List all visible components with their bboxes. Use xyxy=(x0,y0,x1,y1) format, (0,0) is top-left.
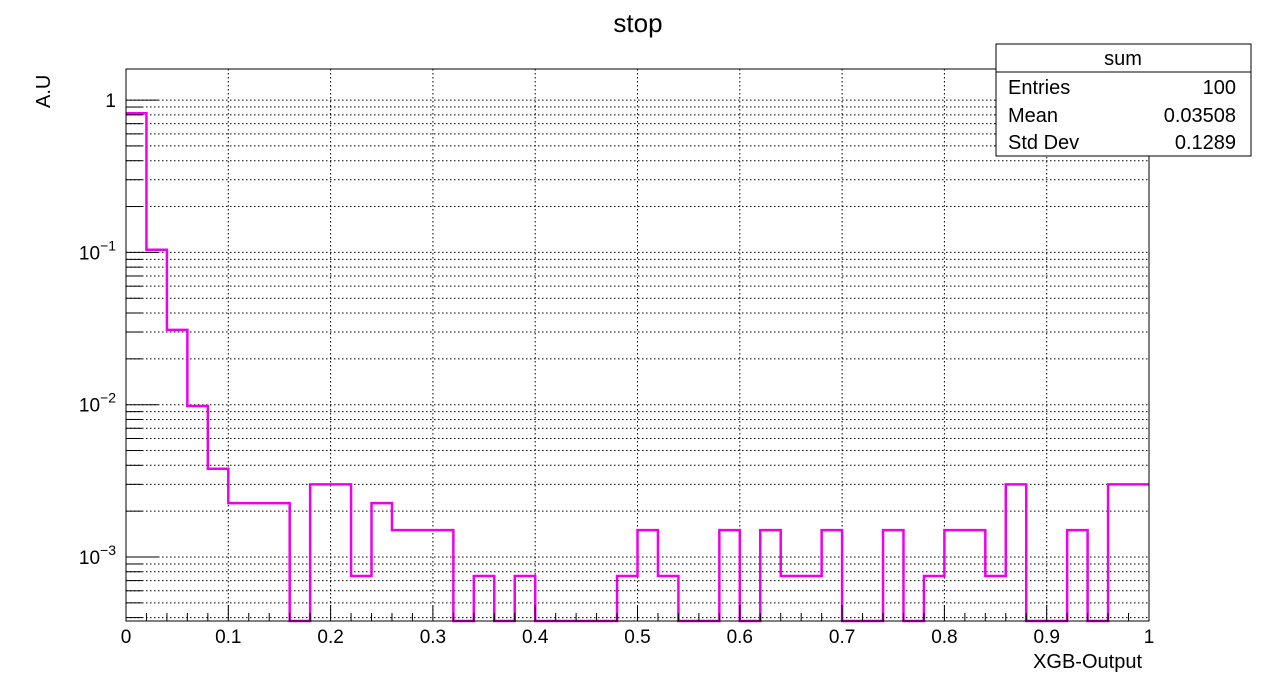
y-tick-label: 1 xyxy=(105,91,116,112)
stats-entries-value: 100 xyxy=(1203,77,1236,99)
x-tick-label: 0.5 xyxy=(624,627,650,648)
y-tick-base: 10 xyxy=(79,548,100,569)
x-tick-label: 0.8 xyxy=(931,627,957,648)
x-tick-label: 0.3 xyxy=(420,627,446,648)
stats-stddev-label: Std Dev xyxy=(1008,132,1079,154)
grid-lines xyxy=(126,69,1149,621)
stats-mean-value: 0.03508 xyxy=(1164,105,1236,127)
stats-mean-label: Mean xyxy=(1008,105,1058,127)
x-tick-label: 0.9 xyxy=(1033,627,1059,648)
stats-box: sum Entries 100 Mean 0.03508 Std Dev 0.1… xyxy=(995,43,1252,157)
x-tick-label: 0.2 xyxy=(317,627,343,648)
x-tick-label: 0.7 xyxy=(829,627,855,648)
tick-labels: 0 0.1 0.2 0.3 0.4 0.5 0.6 0.7 0.8 0.9 1110−110−210… xyxy=(79,91,1154,648)
x-tick-label: 1 xyxy=(1144,627,1155,648)
y-tick-label: 10−3 xyxy=(79,542,116,569)
stats-stddev-value: 0.1289 xyxy=(1175,132,1236,154)
chart-title: stop xyxy=(613,8,662,38)
stats-box-title: sum xyxy=(1104,48,1142,70)
y-axis-title: A.U xyxy=(33,75,55,108)
x-axis-title: XGB-Output xyxy=(1033,651,1142,673)
x-tick-label: 0.4 xyxy=(522,627,549,648)
y-tick-base: 10 xyxy=(79,396,100,417)
y-tick-label: 10−2 xyxy=(79,390,116,417)
y-tick-base: 1 xyxy=(105,91,116,112)
y-tick-label: 10−1 xyxy=(79,237,116,264)
x-tick-label: 0.1 xyxy=(215,627,241,648)
stats-entries-label: Entries xyxy=(1008,77,1070,99)
y-tick-exponent: −3 xyxy=(100,542,116,558)
y-tick-exponent: −2 xyxy=(100,390,116,406)
axis-ticks xyxy=(125,99,1150,621)
x-tick-label: 0.6 xyxy=(727,627,753,648)
y-tick-exponent: −1 xyxy=(100,237,116,253)
x-tick-label: 0 xyxy=(121,627,132,648)
y-tick-base: 10 xyxy=(79,243,100,264)
